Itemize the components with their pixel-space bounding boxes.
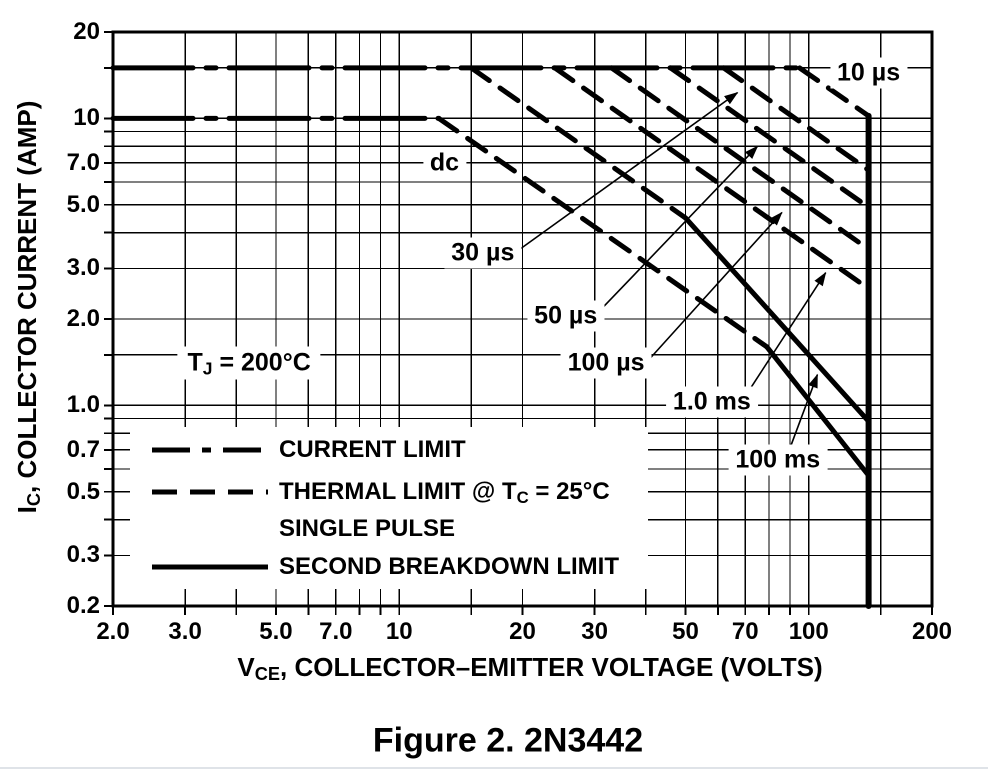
leader-100-ms [789,373,819,449]
y-tick-10: 10 [73,104,100,132]
x-tick-7.0: 7.0 [319,618,353,645]
legend-label-thermal-limit-tc-25-c: THERMAL LIMIT @ TC = 25°C [279,477,616,507]
plot-frame [111,30,934,608]
leader-50-us [599,145,759,311]
x-tick-10: 10 [385,618,413,645]
y-tick-3.0: 3.0 [66,254,100,282]
x-tick-20: 20 [509,618,536,645]
y-tick-5.0: 5.0 [66,190,100,218]
x-tick-5.0: 5.0 [259,618,293,645]
junction-temperature-annotation: TJ = 200°C [177,346,321,380]
series-thermal-limit-30us [721,65,872,173]
series-thermal-limit-1ms [552,65,872,292]
y-tick-20: 20 [73,18,100,45]
y-tick-0.7: 0.7 [66,435,100,463]
y-axis-title: IC, COLLECTOR CURRENT (AMP) [12,100,44,514]
legend-label-second-breakdown-limit: SECOND BREAKDOWN LIMIT [279,552,625,582]
curve-label-30-us: 30 µs [444,237,522,269]
leader-30-us [519,91,739,250]
curve-label-100-us: 100 µs [560,347,652,379]
curve-label-10-us: 10 µs [830,57,908,89]
figure-caption: Figure 2. 2N3442 [372,721,644,760]
series-second-breakdown-100ms [683,215,872,424]
x-tick-100: 100 [788,618,829,645]
y-tick-0.5: 0.5 [66,477,100,505]
x-tick-30: 30 [581,618,608,645]
x-axis-title: VCE, COLLECTOR–EMITTER VOLTAGE (VOLTS) [237,652,823,684]
x-tick-50: 50 [672,618,699,645]
series-thermal-limit-50us [668,65,872,210]
y-tick-0.3: 0.3 [66,541,100,569]
x-tick-70: 70 [731,618,759,645]
x-tick-3.0: 3.0 [168,618,202,645]
series-thermal-limit-10us [797,65,872,119]
x-tick-2.0: 2.0 [96,618,130,645]
y-tick-7.0: 7.0 [66,148,100,176]
y-tick-1.0: 1.0 [66,391,100,419]
curve-label-dc: dc [422,147,467,179]
curve-label-50-us: 50 µs [527,300,605,332]
x-tick-200: 200 [911,618,953,645]
y-tick-2.0: 2.0 [66,305,100,332]
series-thermal-limit-100ms [468,65,688,221]
leader-100-us [649,211,783,359]
series-second-breakdown-dc [764,344,872,478]
series-thermal-limit-100us [609,65,872,252]
legend-label-current-limit: CURRENT LIMIT [279,435,472,465]
curve-label-1.0-ms: 1.0 ms [665,386,758,418]
series-thermal-limit-dc [436,115,770,350]
y-tick-0.2: 0.2 [66,592,100,619]
curve-label-100-ms: 100 ms [728,444,828,476]
page-divider-line [0,767,988,769]
legend-label-single-pulse: SINGLE PULSE [279,514,462,544]
